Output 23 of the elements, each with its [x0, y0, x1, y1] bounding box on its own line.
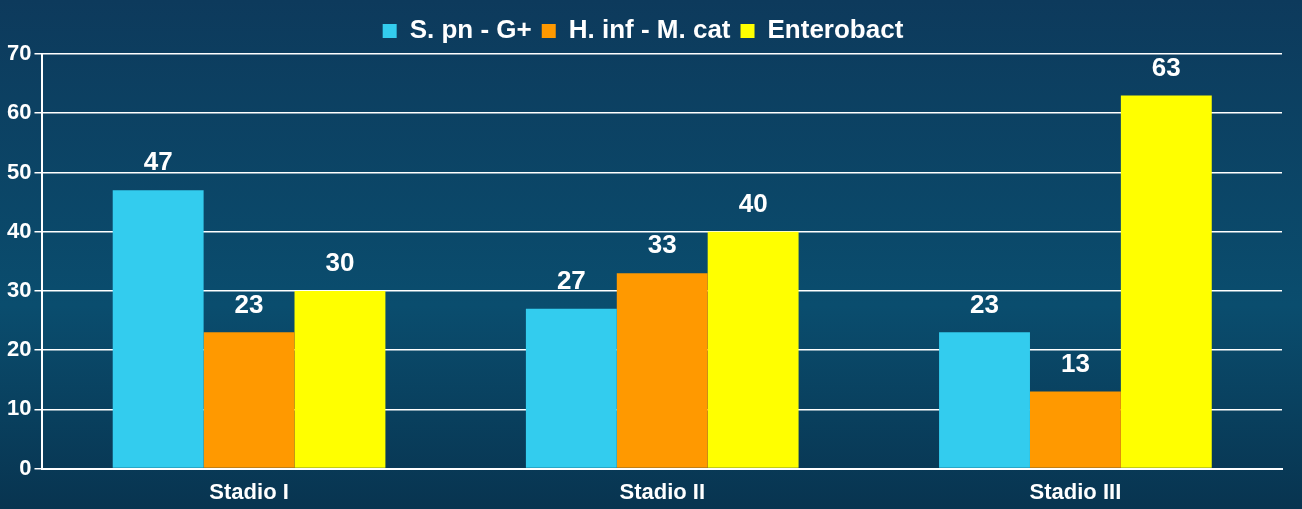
- data-label: 40: [738, 187, 768, 218]
- y-tick-label: 30: [6, 276, 32, 302]
- x-tick-label: Stadio I: [209, 478, 289, 504]
- data-label: 23: [970, 288, 999, 319]
- data-label: 13: [1060, 347, 1090, 378]
- data-label: 27: [556, 264, 586, 295]
- y-tick-label: 50: [6, 158, 32, 184]
- legend-label: H. inf - M. cat: [568, 14, 731, 45]
- data-label: 23: [234, 288, 264, 319]
- y-tick-label: 60: [6, 99, 32, 125]
- x-tick-label: Stadio III: [1029, 478, 1122, 504]
- y-tick-label: 70: [6, 40, 32, 66]
- y-tick-label: 20: [6, 336, 32, 362]
- y-tick-label: 40: [6, 217, 32, 243]
- legend-label: Enterobact: [767, 14, 904, 45]
- data-label: 30: [325, 247, 355, 278]
- legend-label: S. pn - G+: [409, 14, 532, 45]
- data-label: 33: [647, 229, 677, 260]
- y-tick-label: 10: [6, 395, 32, 421]
- data-label: 63: [1151, 51, 1181, 82]
- x-tick-label: Stadio II: [619, 478, 706, 504]
- data-label: 47: [143, 146, 173, 177]
- y-tick-label: 0: [19, 454, 32, 480]
